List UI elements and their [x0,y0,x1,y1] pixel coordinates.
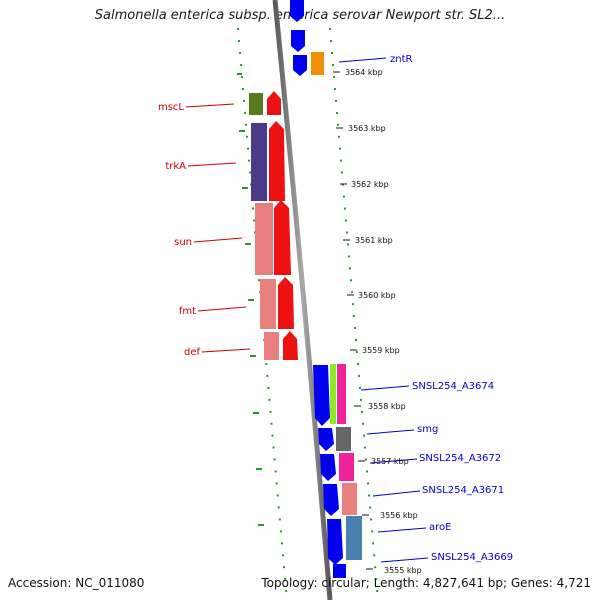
gene-feature-def-arrow [283,331,298,360]
topology-summary: Topology: circular; Length: 4,827,641 bp… [261,576,591,590]
gene-feature-aroE [327,519,343,565]
gene-label-sun: sun [174,237,192,248]
outer-dotted-ring [329,27,379,600]
tick-label: 3559 kbp [362,346,400,355]
tick-labels: 3564 kbp 3563 kbp 3562 kbp 3561 kbp 3560… [345,68,422,575]
right-tick-marks [333,71,373,570]
gene-feature-smg [318,428,334,451]
gene-label-zntR: zntR [390,54,413,65]
gene-feature-mscL-cds [249,93,263,115]
gene-feature-def-cds [264,332,279,360]
gene-feature-fmt-cds [260,279,276,329]
gene-feature-smg-gray [336,427,351,451]
gene-feature-sun-cds [255,203,273,275]
tick-label: 3561 kbp [355,236,393,245]
accession-label: Accession: NC_011080 [8,576,145,590]
gene-feature-mscL-arrow [267,91,281,115]
left-gene-features[interactable] [249,91,298,360]
gene-feature-SNSL254_A3672 [320,454,336,481]
gene-feature-A3671-pink [342,483,357,515]
right-gene-features[interactable] [290,0,362,578]
gene-feature-sun-arrow [274,200,291,275]
genome-backbone [272,0,333,600]
gene-label-SNSL254_A3672: SNSL254_A3672 [419,453,501,464]
gene-feature-aroE-steel [346,516,362,560]
gene-feature-SNSL254_A3671 [323,484,339,516]
gene-feature-trkA-arrow [269,121,285,201]
gene-feature-SNSL254_A3674 [313,365,330,426]
right-gene-labels[interactable]: zntR SNSL254_A3674 smg SNSL254_A3672 SNS… [390,54,513,563]
left-tick-marks [237,73,264,526]
gene-label-SNSL254_A3674: SNSL254_A3674 [412,381,494,392]
tick-label: 3560 kbp [358,291,396,300]
gene-label-SNSL254_A3671: SNSL254_A3671 [422,485,504,496]
gene-feature-top-arrow-3 [293,55,307,76]
gene-label-def: def [184,347,201,358]
tick-label: 3556 kbp [380,511,418,520]
gene-label-aroE: aroE [429,522,451,533]
tick-label: 3555 kbp [384,566,422,575]
left-label-leaders [185,103,251,353]
gene-label-trkA: trkA [165,161,186,172]
track-rings [237,27,379,600]
gene-feature-A3672-magenta [339,453,354,481]
gene-feature-top-arrow-2 [291,30,305,52]
gene-feature-top-arrow-1 [290,0,304,22]
gene-feature-A3674-green [330,364,336,424]
tick-label: 3562 kbp [351,180,389,189]
left-gene-labels[interactable]: mscL trkA sun fmt def [158,102,201,358]
tick-label: 3564 kbp [345,68,383,77]
gene-feature-fmt-arrow [278,277,294,329]
gene-feature-zntR [311,52,324,75]
gene-label-mscL: mscL [158,102,184,113]
right-label-leaders [338,57,429,563]
gene-feature-trkA-cds [251,123,267,201]
gene-label-SNSL254_A3669: SNSL254_A3669 [431,552,513,563]
tick-label: 3563 kbp [348,124,386,133]
tick-label: 3557 kbp [371,457,409,466]
tick-label: 3558 kbp [368,402,406,411]
gene-label-fmt: fmt [179,306,196,317]
gene-feature-A3674-magenta [337,364,346,424]
gene-feature-SNSL254_A3669 [333,564,346,578]
gene-label-smg: smg [417,424,438,435]
